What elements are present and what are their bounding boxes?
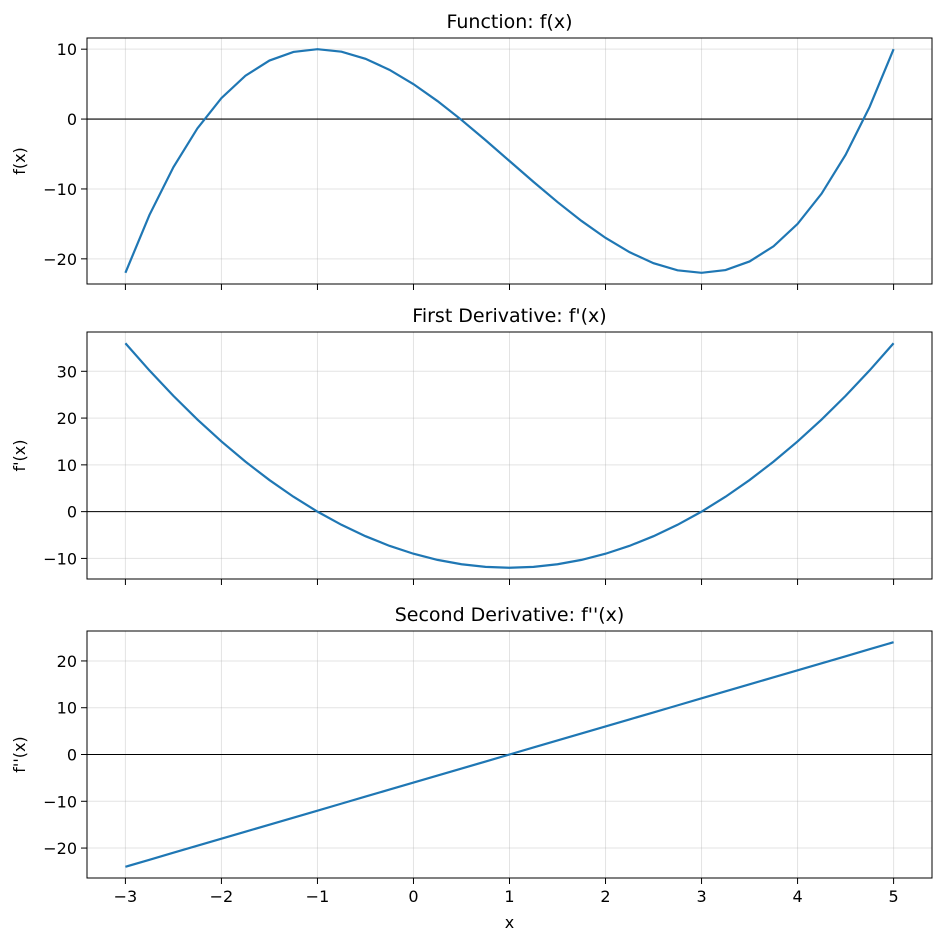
y-tick-label: −10 — [43, 549, 77, 568]
x-axis-label: x — [505, 913, 514, 932]
data-line — [124, 342, 895, 569]
y-tick-label: 0 — [67, 503, 77, 522]
axes-frame — [86, 37, 933, 285]
y-tick-label: 0 — [67, 746, 77, 765]
y-axis-label: f'(x) — [10, 440, 29, 472]
y-tick-label: 30 — [57, 362, 77, 381]
axes-frame — [86, 331, 933, 580]
x-tick-label: −3 — [114, 887, 138, 906]
x-tick-label: 2 — [600, 887, 610, 906]
y-tick-label: −10 — [43, 792, 77, 811]
y-tick-label: −20 — [43, 839, 77, 858]
x-tick-label: 1 — [504, 887, 514, 906]
x-tick-label: −1 — [306, 887, 330, 906]
chart-title: Function: f(x) — [446, 11, 572, 33]
data-line — [125, 641, 894, 868]
axes-frame — [86, 630, 933, 879]
y-axis-label: f''(x) — [10, 736, 29, 772]
y-tick-label: 10 — [57, 699, 77, 718]
y-tick-label: −20 — [43, 250, 77, 269]
y-tick-label: 10 — [57, 40, 77, 59]
y-tick-label: 0 — [67, 110, 77, 129]
y-tick-label: 20 — [57, 652, 77, 671]
x-tick-label: 5 — [888, 887, 898, 906]
data-line — [124, 48, 895, 274]
x-tick-label: −2 — [210, 887, 234, 906]
y-tick-label: 20 — [57, 409, 77, 428]
chart-title: First Derivative: f'(x) — [412, 305, 606, 327]
chart-title: Second Derivative: f''(x) — [395, 604, 625, 626]
x-tick-label: 0 — [408, 887, 418, 906]
y-tick-label: 10 — [57, 456, 77, 475]
x-tick-label: 4 — [792, 887, 802, 906]
y-tick-label: −10 — [43, 180, 77, 199]
x-tick-label: 3 — [696, 887, 706, 906]
y-axis-label: f(x) — [10, 147, 29, 175]
